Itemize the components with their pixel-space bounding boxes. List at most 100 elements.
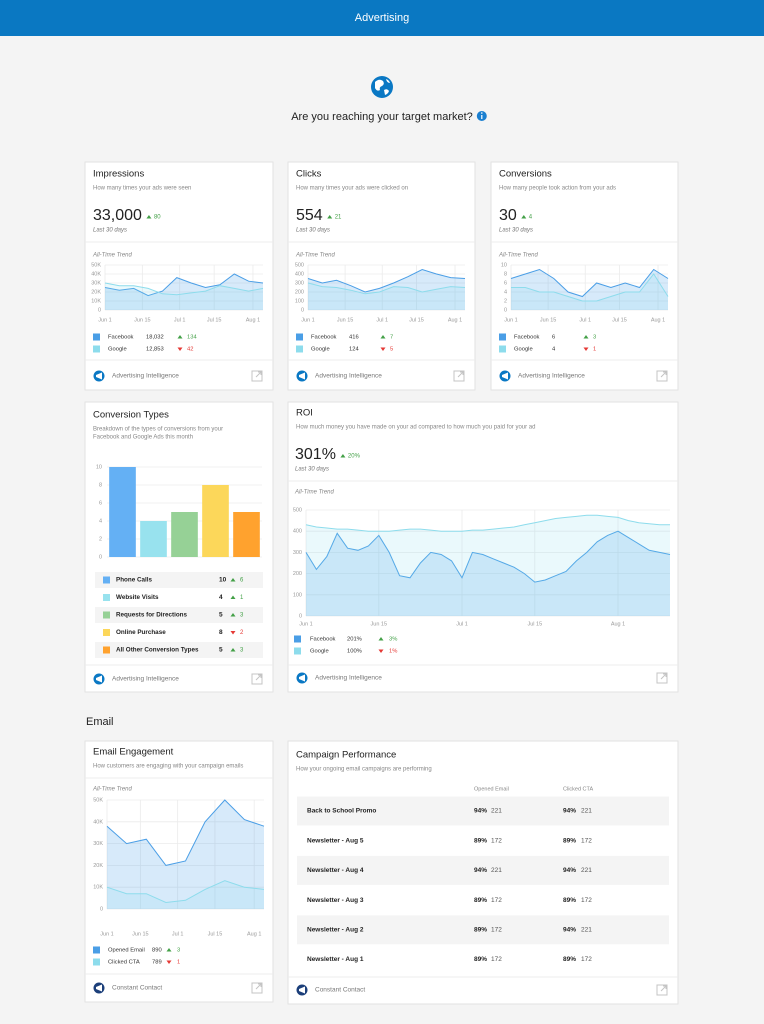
trend-label: All-Time Trend [295, 253, 336, 259]
series-area [107, 880, 264, 909]
trend-arrow [521, 215, 527, 219]
x-tick-label: Aug 1 [651, 317, 665, 323]
opened-count: 221 [491, 867, 502, 874]
y-tick-label: 30K [93, 841, 103, 847]
trend-arrow [166, 960, 172, 964]
trend-arrow [230, 595, 236, 599]
legend-swatch [93, 958, 100, 966]
source-icon-glyph [502, 372, 508, 380]
bar [140, 521, 167, 557]
y-tick-label: 300 [295, 280, 304, 286]
legend-change: 3% [389, 637, 397, 643]
series-line [307, 282, 466, 295]
card-title: ROI [296, 408, 313, 419]
column-header: Clicked CTA [563, 786, 593, 792]
clicked-pct: 94% [563, 808, 576, 815]
y-tick-label: 40K [93, 819, 103, 825]
legend-total: 12,853 [146, 347, 164, 353]
metric-change: 21 [335, 215, 342, 221]
source-icon-glyph [96, 675, 102, 683]
series-line [305, 530, 671, 583]
y-tick-label: 4 [99, 518, 102, 524]
series-line [511, 273, 669, 302]
x-tick-label: Aug 1 [611, 621, 625, 627]
series-area [306, 531, 670, 616]
globe-icon [371, 76, 393, 98]
legend-swatch [296, 345, 303, 353]
y-tick-label: 20K [91, 289, 101, 295]
table-row-band [297, 796, 669, 826]
legend-total: 416 [349, 335, 359, 341]
legend-change: 1% [389, 649, 397, 655]
category-change: 3 [240, 613, 244, 619]
section-title: Email [86, 716, 114, 728]
opened-pct: 94% [474, 808, 487, 815]
x-tick-label: Jul 1 [174, 317, 186, 323]
x-tick-label: Jun 1 [100, 931, 113, 937]
y-tick-label: 2 [99, 536, 102, 542]
series-area [105, 274, 263, 310]
clicked-pct: 89% [563, 897, 576, 904]
opened-count: 172 [491, 837, 502, 844]
table-row-band [297, 915, 669, 945]
x-tick-label: Jul 1 [579, 317, 591, 323]
period-label: Last 30 days [499, 228, 533, 234]
external-link-arrow [660, 673, 667, 680]
legend-change: 7 [390, 335, 393, 341]
trend-arrow [166, 948, 172, 952]
bar [202, 485, 229, 557]
card-subtitle: How many times your ads were clicked on [296, 186, 408, 192]
x-tick-label: Jun 1 [98, 317, 111, 323]
legend-swatch [93, 345, 100, 353]
source-name: Advertising Intelligence [315, 675, 382, 682]
category-change: 6 [240, 578, 244, 584]
card [287, 401, 679, 693]
source-icon-glyph [299, 986, 305, 994]
legend-swatch [294, 635, 301, 643]
trend-arrow [583, 335, 589, 339]
legend-swatch [499, 345, 506, 353]
card-title: Conversions [499, 169, 552, 180]
external-link-icon [656, 984, 668, 996]
list-row-band [95, 572, 263, 588]
trend-arrow [378, 637, 384, 641]
opened-pct: 89% [474, 837, 487, 844]
legend-swatch [296, 333, 303, 341]
legend-swatch [103, 611, 110, 619]
opened-pct: 89% [474, 897, 487, 904]
opened-count: 172 [491, 956, 502, 963]
legend-swatch [93, 333, 100, 341]
series-line [106, 880, 265, 904]
trend-arrow [340, 454, 346, 458]
source-icon-glyph [299, 372, 305, 380]
source-icon-glyph [96, 984, 102, 992]
legend-total: 18,032 [146, 335, 164, 341]
bar [171, 512, 198, 557]
y-tick-label: 400 [295, 271, 304, 277]
list-row-band [95, 642, 263, 658]
metric-value: 33,000 [93, 207, 142, 224]
trend-arrow [230, 648, 236, 652]
campaign-name: Newsletter - Aug 1 [307, 956, 364, 963]
x-tick-label: Jun 15 [132, 931, 149, 937]
legend-change: 3 [177, 948, 180, 954]
external-link-icon [251, 673, 263, 685]
external-link-icon [251, 370, 263, 382]
clicked-count: 221 [581, 867, 592, 874]
trend-label: All-Time Trend [498, 253, 539, 259]
legend-name: Google [310, 649, 329, 655]
campaign-name: Back to School Promo [307, 808, 376, 815]
external-link-arrow [660, 985, 667, 992]
campaign-name: Newsletter - Aug 5 [307, 837, 364, 844]
clicked-count: 221 [581, 927, 592, 934]
card-title: Clicks [296, 169, 322, 180]
source-icon-glyph [299, 674, 305, 682]
legend-change: 1 [593, 347, 596, 353]
y-tick-label: 100 [295, 298, 304, 304]
period-label: Last 30 days [295, 467, 329, 473]
metric-value: 301% [295, 446, 336, 463]
x-tick-label: Jul 1 [376, 317, 388, 323]
y-tick-label: 0 [299, 613, 302, 619]
clicked-count: 172 [581, 837, 592, 844]
